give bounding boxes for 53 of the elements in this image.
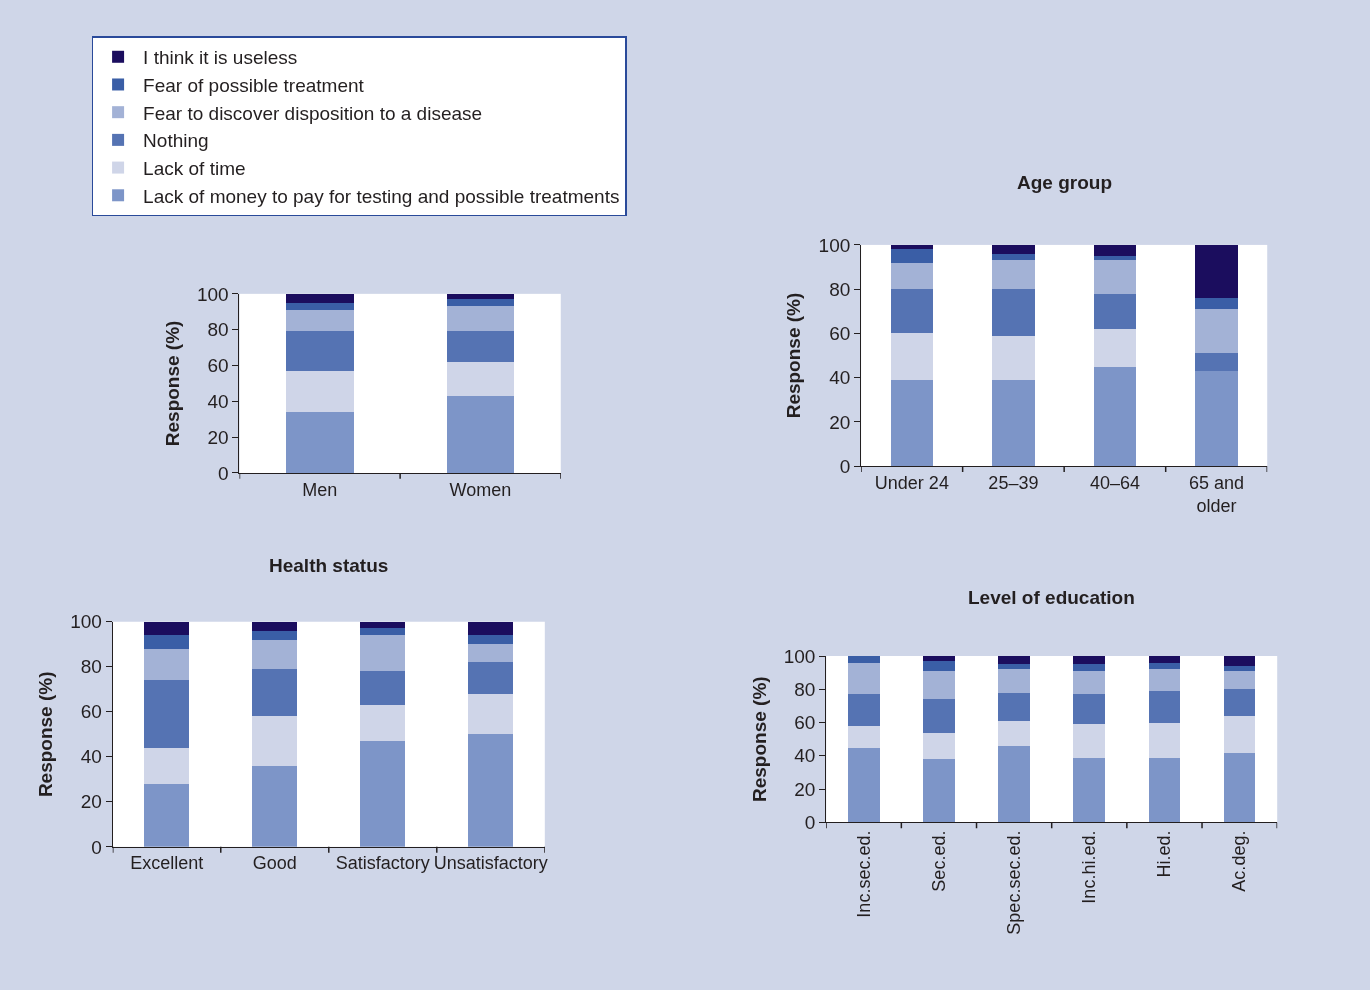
y-axis-title: Response (%) bbox=[35, 671, 57, 798]
y-tick-label: 60 bbox=[794, 712, 816, 734]
x-tick-label: 65 and older bbox=[1188, 472, 1244, 517]
y-tick-label: 100 bbox=[196, 283, 229, 305]
y-tick-label: 0 bbox=[218, 462, 229, 484]
y-tick-label: 100 bbox=[783, 645, 816, 667]
x-tick-label: Inc.sec.ed. bbox=[853, 830, 874, 918]
x-tick-label: Under 24 bbox=[874, 472, 949, 493]
y-axis-title: Response (%) bbox=[161, 320, 183, 447]
y-tick-label: 20 bbox=[794, 778, 816, 800]
y-tick-label: 40 bbox=[794, 745, 816, 767]
x-tick-label: Inc.hi.ed. bbox=[1079, 830, 1100, 904]
x-tick-label: Spec.sec.ed. bbox=[1003, 830, 1024, 935]
x-tick-label: Men bbox=[302, 479, 338, 500]
y-axis-title: Response (%) bbox=[783, 292, 805, 419]
chart-title: Level of education bbox=[968, 587, 1135, 608]
y-tick-label: 100 bbox=[70, 611, 102, 633]
y-tick-label: 40 bbox=[207, 390, 229, 412]
chart-title: Age group bbox=[1017, 172, 1112, 193]
y-tick-label: 0 bbox=[91, 836, 102, 858]
y-tick-label: 20 bbox=[80, 791, 102, 813]
legend-label: Fear of possible treatment bbox=[143, 74, 365, 96]
legend-label: Lack of money to pay for testing and possible treatments bbox=[143, 185, 620, 207]
y-tick-label: 80 bbox=[794, 678, 816, 700]
y-tick-label: 60 bbox=[207, 355, 229, 377]
y-tick-label: 100 bbox=[818, 234, 851, 256]
y-tick-label: 40 bbox=[829, 367, 851, 389]
y-tick-label: 20 bbox=[829, 411, 851, 433]
y-tick-label: 0 bbox=[804, 812, 816, 834]
y-tick-label: 80 bbox=[829, 278, 851, 300]
x-tick-label: Sec.ed. bbox=[928, 830, 949, 892]
x-tick-label: Unsatisfactory bbox=[433, 853, 548, 874]
legend-label: Lack of time bbox=[143, 157, 246, 179]
x-tick-label: Good bbox=[252, 853, 297, 874]
y-tick-label: 80 bbox=[207, 319, 229, 341]
x-tick-label: Excellent bbox=[130, 853, 204, 874]
y-tick-label: 40 bbox=[80, 746, 102, 768]
x-tick-label: Hi.ed. bbox=[1154, 830, 1175, 878]
x-tick-label: Women bbox=[449, 479, 512, 500]
y-tick-label: 80 bbox=[80, 656, 102, 678]
chart-title: Health status bbox=[269, 555, 389, 576]
x-tick-label: 40–64 bbox=[1089, 472, 1140, 493]
x-tick-label: 25–39 bbox=[988, 472, 1039, 493]
legend-label: Nothing bbox=[143, 130, 209, 152]
y-axis-title: Response (%) bbox=[748, 676, 770, 803]
y-tick-label: 60 bbox=[829, 323, 851, 345]
x-tick-label: Satisfactory bbox=[335, 853, 430, 874]
y-tick-label: 0 bbox=[839, 455, 851, 477]
y-tick-label: 60 bbox=[80, 701, 102, 723]
legend-label: I think it is useless bbox=[143, 47, 298, 69]
legend-label: Fear to discover disposition to a disease bbox=[143, 102, 483, 124]
x-tick-label: Ac.deg. bbox=[1229, 830, 1250, 892]
y-tick-label: 20 bbox=[207, 426, 229, 448]
